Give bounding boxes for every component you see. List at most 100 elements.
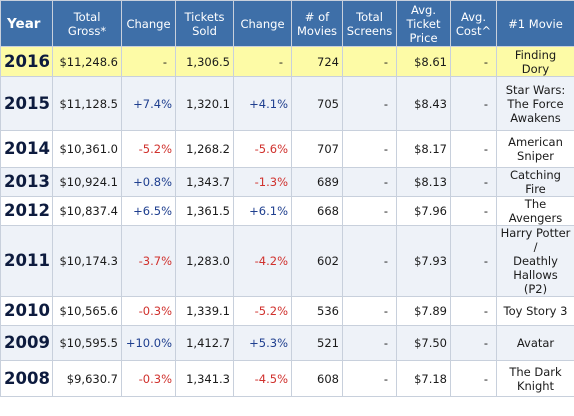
- cell-avg-cost: -: [450, 76, 497, 131]
- cell-tickets-sold-value: 1,361.5: [186, 204, 230, 218]
- cell-total-screens: -: [342, 225, 397, 297]
- cell-year: 2010: [0, 296, 53, 326]
- table-row: 2009 $10,595.5 +10.0% 1,412.7 +5.3% 521 - $7.50…: [0, 325, 574, 361]
- cell-avg-cost: -: [450, 130, 497, 168]
- header-change-tickets[interactable]: Change: [233, 0, 292, 47]
- top-movie-line: Deathly: [513, 254, 558, 268]
- header-tickets-sold-line1: Tickets: [184, 9, 225, 24]
- top-movie-line: Hallows (P2): [513, 268, 558, 296]
- cell-total-screens: -: [342, 76, 397, 131]
- table-body: 2016 $11,248.6 - 1,306.5 - 724 - $8.61 - Finding …: [0, 46, 574, 397]
- cell-year-value: 2016: [4, 51, 50, 71]
- cell-year-value: 2014: [4, 139, 50, 158]
- cell-tickets-sold: 1,320.1: [175, 76, 234, 131]
- table-row: 2011 $10,174.3 -3.7% 1,283.0 -4.2% 602 - $7.93 -…: [0, 225, 574, 297]
- header-change-gross[interactable]: Change: [121, 0, 176, 47]
- header-avg-ticket-price-line3: Price: [409, 30, 438, 45]
- cell-change-tickets-value: -4.2%: [254, 254, 288, 268]
- cell-tickets-sold: 1,306.5: [175, 46, 234, 77]
- cell-total-screens: -: [342, 296, 397, 326]
- top-movie-line: Harry Potter /: [500, 226, 571, 255]
- cell-avg-cost: -: [450, 225, 497, 297]
- top-movie-line: The Dark: [509, 364, 562, 379]
- table-row: 2012 $10,837.4 +6.5% 1,361.5 +6.1% 668 - $7.96 -…: [0, 196, 574, 226]
- cell-change-gross: -0.3%: [121, 360, 176, 397]
- cell-total-screens: -: [342, 130, 397, 168]
- cell-change-gross: +7.4%: [121, 76, 176, 131]
- cell-avg-cost: -: [450, 296, 497, 326]
- cell-avg-ticket-price: $7.89: [396, 296, 451, 326]
- cell-avg-cost-value: -: [483, 254, 488, 268]
- table-row: 2010 $10,565.6 -0.3% 1,339.1 -5.2% 536 - $7.89 -…: [0, 296, 574, 326]
- top-movie-line: Awakens: [510, 110, 561, 125]
- cell-avg-cost-value: -: [483, 54, 488, 69]
- cell-tickets-sold-value: 1,343.7: [186, 175, 230, 189]
- header-total-gross[interactable]: Total Gross*: [52, 0, 122, 47]
- header-tickets-sold-line2: Sold: [192, 23, 217, 38]
- cell-tickets-sold-value: 1,320.1: [186, 96, 230, 111]
- cell-total-gross: $10,565.6: [52, 296, 122, 326]
- cell-change-tickets-value: -5.6%: [254, 142, 288, 156]
- cell-avg-ticket-price: $7.18: [396, 360, 451, 397]
- header-change-gross-label: Change: [126, 16, 171, 31]
- cell-total-screens-value: -: [383, 371, 388, 386]
- cell-avg-cost: -: [450, 325, 497, 361]
- cell-year-value: 2011: [4, 251, 50, 270]
- header-total-screens[interactable]: Total Screens: [342, 0, 397, 47]
- cell-change-tickets: +4.1%: [233, 76, 292, 131]
- cell-total-screens-value: -: [383, 54, 388, 69]
- cell-num-movies: 705: [291, 76, 343, 131]
- cell-total-screens: -: [342, 46, 397, 77]
- cell-avg-cost-value: -: [483, 204, 488, 218]
- header-num-movies[interactable]: # of Movies: [291, 0, 343, 47]
- cell-avg-ticket-price-value: $8.61: [414, 54, 447, 69]
- header-total-gross-line1: Total: [73, 9, 101, 24]
- cell-total-gross-value: $9,630.7: [66, 371, 118, 386]
- header-num-movies-line2: Movies: [296, 23, 338, 38]
- cell-avg-ticket-price: $7.50: [396, 325, 451, 361]
- header-tickets-sold[interactable]: Tickets Sold: [175, 0, 234, 47]
- cell-num-movies: 689: [291, 167, 343, 197]
- header-top-movie[interactable]: #1 Movie: [496, 0, 574, 47]
- cell-change-gross-value: +7.4%: [133, 96, 172, 111]
- cell-total-gross-value: $10,174.3: [59, 254, 118, 268]
- cell-year: 2008: [0, 360, 53, 397]
- cell-total-gross-value: $11,248.6: [59, 54, 118, 69]
- cell-total-screens: -: [342, 167, 397, 197]
- cell-num-movies: 521: [291, 325, 343, 361]
- cell-total-gross: $10,924.1: [52, 167, 122, 197]
- cell-num-movies-value: 724: [317, 54, 339, 69]
- top-movie-line: The Avengers: [508, 197, 563, 225]
- cell-avg-ticket-price: $7.96: [396, 196, 451, 226]
- cell-num-movies-value: 608: [317, 371, 339, 386]
- cell-top-movie: The Dark Knight: [496, 360, 574, 397]
- header-avg-cost[interactable]: Avg. Cost^: [450, 0, 497, 47]
- cell-change-tickets-value: +5.3%: [249, 336, 288, 350]
- cell-year-value: 2013: [4, 172, 50, 191]
- cell-avg-ticket-price-value: $8.43: [414, 96, 447, 111]
- header-avg-ticket-price-line1: Avg.: [411, 2, 436, 17]
- header-year[interactable]: Year: [0, 0, 53, 47]
- cell-top-movie: The Avengers: [496, 196, 574, 226]
- cell-total-gross: $10,837.4: [52, 196, 122, 226]
- header-avg-ticket-price[interactable]: Avg. Ticket Price: [396, 0, 451, 47]
- cell-num-movies-value: 707: [317, 142, 339, 156]
- cell-year-value: 2015: [4, 93, 50, 113]
- top-movie-line: Toy Story 3: [503, 304, 568, 318]
- cell-num-movies: 668: [291, 196, 343, 226]
- table-row: 2015 $11,128.5 +7.4% 1,320.1 +4.1% 705 - $8.43 -…: [0, 76, 574, 131]
- cell-avg-ticket-price: $8.61: [396, 46, 451, 77]
- cell-num-movies-value: 689: [317, 175, 339, 189]
- header-num-movies-line1: # of: [304, 9, 330, 24]
- cell-year: 2016: [0, 46, 53, 77]
- cell-top-movie: Toy Story 3: [496, 296, 574, 326]
- cell-top-movie: American Sniper: [496, 130, 574, 168]
- cell-change-tickets: +5.3%: [233, 325, 292, 361]
- cell-avg-cost-value: -: [483, 371, 488, 386]
- cell-total-gross-value: $10,361.0: [59, 142, 118, 156]
- cell-change-gross: -: [121, 46, 176, 77]
- header-year-label: Year: [7, 15, 41, 32]
- header-total-screens-line2: Screens: [346, 23, 393, 38]
- cell-tickets-sold: 1,339.1: [175, 296, 234, 326]
- cell-year: 2015: [0, 76, 53, 131]
